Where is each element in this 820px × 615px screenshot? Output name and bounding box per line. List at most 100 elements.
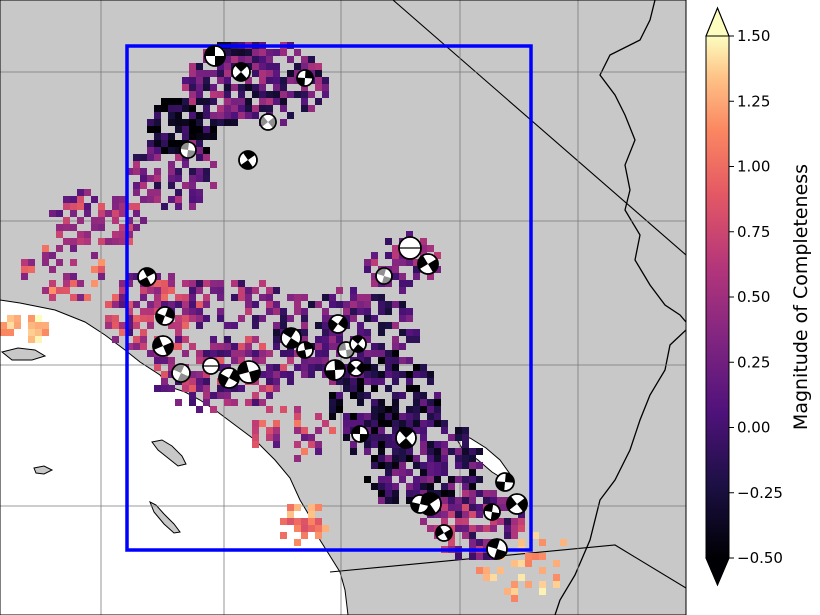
mc-cell — [378, 441, 385, 448]
mc-cell — [441, 427, 448, 434]
mc-cell — [112, 203, 119, 210]
mc-cell — [462, 497, 469, 504]
mc-cell — [350, 308, 357, 315]
mc-cell — [350, 448, 357, 455]
mc-cell — [231, 119, 238, 126]
mc-cell — [203, 294, 210, 301]
mc-cell — [455, 504, 462, 511]
mc-cell — [553, 560, 560, 567]
mc-cell — [196, 357, 203, 364]
mc-cell — [266, 427, 273, 434]
mc-cell — [112, 301, 119, 308]
mc-cell — [497, 497, 504, 504]
mc-cell — [364, 315, 371, 322]
mc-cell — [140, 294, 147, 301]
mc-cell — [210, 287, 217, 294]
mc-cell — [98, 238, 105, 245]
mc-cell — [434, 252, 441, 259]
mc-cell — [161, 357, 168, 364]
mc-cell — [224, 350, 231, 357]
mc-cell — [427, 245, 434, 252]
focal-mechanism — [417, 253, 439, 275]
mc-cell — [427, 469, 434, 476]
mc-cell — [161, 98, 168, 105]
mc-cell — [406, 329, 413, 336]
mc-cell — [189, 385, 196, 392]
mc-cell — [91, 217, 98, 224]
mc-cell — [133, 273, 140, 280]
mc-cell — [189, 98, 196, 105]
mc-cell — [238, 105, 245, 112]
mc-cell — [238, 280, 245, 287]
mc-cell — [462, 525, 469, 532]
mc-cell — [413, 427, 420, 434]
mc-cell — [84, 203, 91, 210]
mc-cell — [175, 399, 182, 406]
mc-cell — [504, 525, 511, 532]
mc-cell — [266, 294, 273, 301]
mc-cell — [469, 469, 476, 476]
mc-cell — [280, 350, 287, 357]
mc-cell — [231, 56, 238, 63]
mc-cell — [245, 350, 252, 357]
mc-cell — [224, 70, 231, 77]
mc-cell — [273, 420, 280, 427]
mc-cell — [217, 294, 224, 301]
mc-cell — [98, 266, 105, 273]
mc-cell — [266, 392, 273, 399]
mc-cell — [259, 56, 266, 63]
mc-cell — [350, 301, 357, 308]
mc-cell — [343, 420, 350, 427]
mc-cell — [210, 280, 217, 287]
focal-mechanism — [137, 267, 157, 287]
mc-cell — [224, 112, 231, 119]
focal-mechanism — [231, 62, 251, 82]
mc-cell — [63, 196, 70, 203]
mc-cell — [98, 259, 105, 266]
mc-cell — [182, 308, 189, 315]
mc-cell — [399, 371, 406, 378]
mc-cell — [259, 371, 266, 378]
mc-cell — [364, 371, 371, 378]
mc-cell — [385, 301, 392, 308]
mc-cell — [399, 413, 406, 420]
mc-cell — [504, 518, 511, 525]
mc-cell — [399, 280, 406, 287]
mc-cell — [427, 406, 434, 413]
mc-cell — [294, 294, 301, 301]
mc-cell — [378, 462, 385, 469]
focal-mechanism — [349, 335, 367, 353]
focal-mechanism — [483, 503, 501, 521]
mc-cell — [301, 294, 308, 301]
mc-cell — [203, 112, 210, 119]
mc-cell — [231, 280, 238, 287]
mc-cell — [196, 175, 203, 182]
mc-cell — [182, 133, 189, 140]
mc-cell — [413, 462, 420, 469]
mc-cell — [406, 357, 413, 364]
mc-cell — [252, 105, 259, 112]
mc-cell — [91, 266, 98, 273]
mc-cell — [343, 385, 350, 392]
mc-cell — [140, 168, 147, 175]
mc-cell — [224, 322, 231, 329]
mc-cell — [455, 427, 462, 434]
mc-cell — [210, 84, 217, 91]
mc-cell — [168, 182, 175, 189]
mc-cell — [126, 322, 133, 329]
mc-cell — [161, 105, 168, 112]
mc-cell — [28, 336, 35, 343]
mc-cell — [42, 329, 49, 336]
mc-cell — [448, 539, 455, 546]
mc-cell — [168, 301, 175, 308]
mc-cell — [161, 147, 168, 154]
mc-cell — [217, 70, 224, 77]
mc-cell — [112, 231, 119, 238]
mc-cell — [406, 448, 413, 455]
mc-cell — [210, 98, 217, 105]
mc-cell — [210, 70, 217, 77]
mc-cell — [238, 98, 245, 105]
mc-cell — [266, 308, 273, 315]
mc-cell — [133, 224, 140, 231]
mc-cell — [441, 518, 448, 525]
